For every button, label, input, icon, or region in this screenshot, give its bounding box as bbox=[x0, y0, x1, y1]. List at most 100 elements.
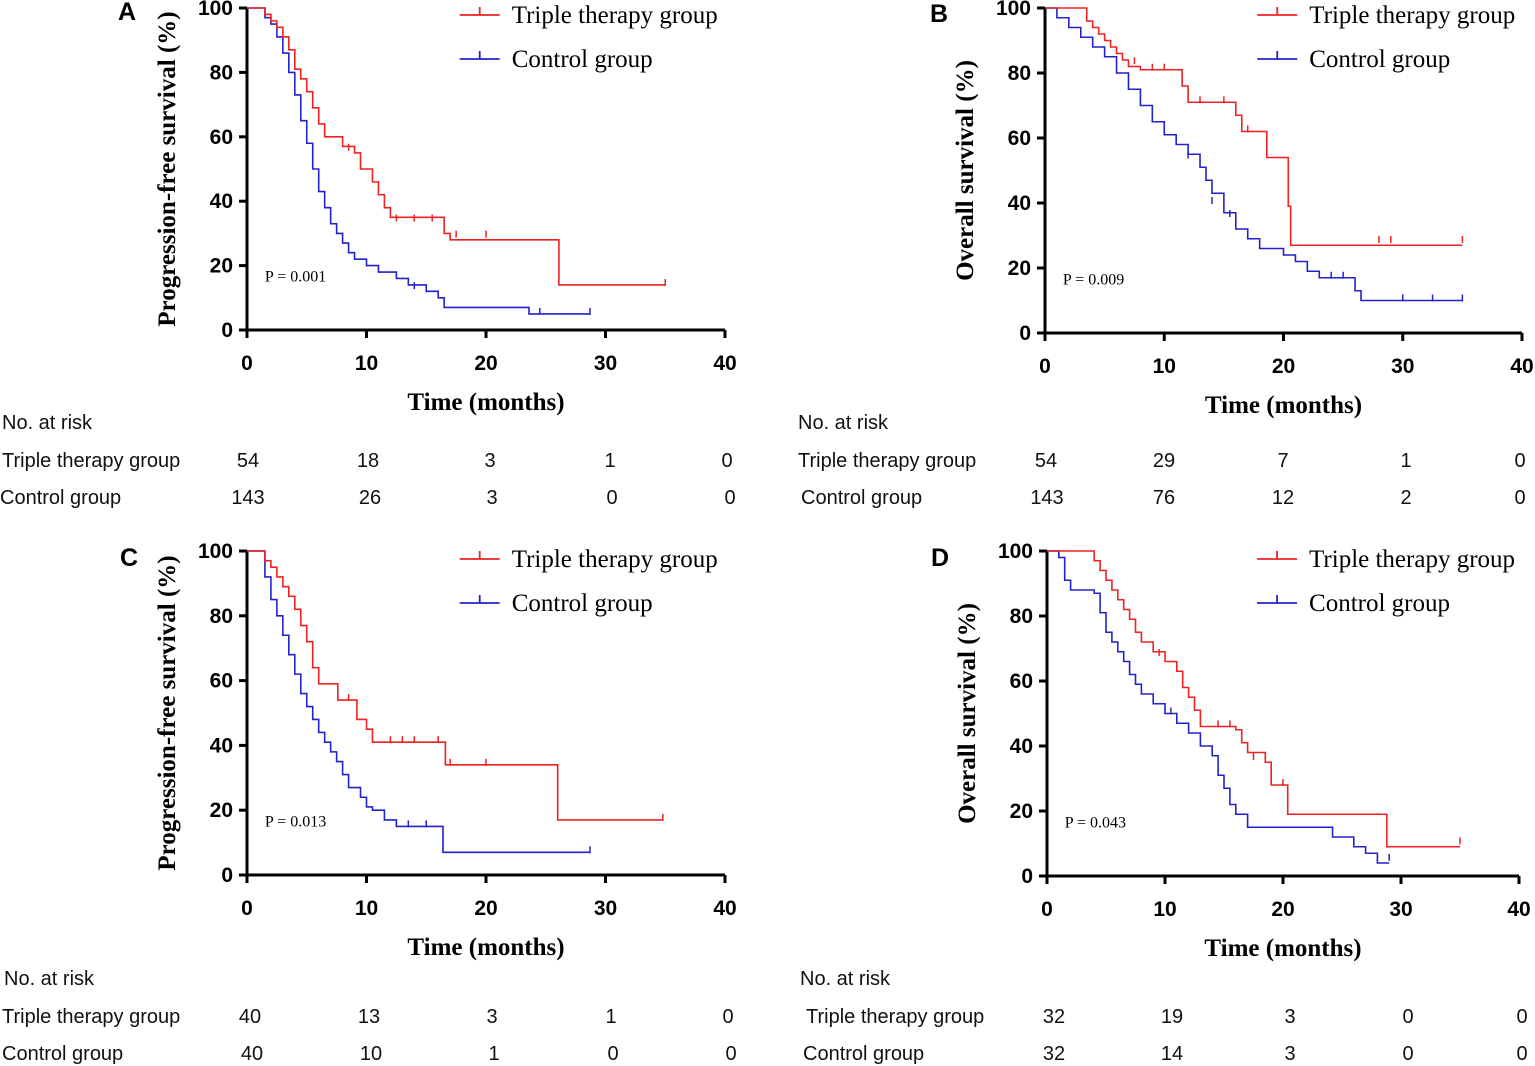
risk-value: 32 bbox=[1042, 1006, 1066, 1028]
x-tick-label: 20 bbox=[1272, 355, 1295, 378]
risk-header: No. at risk bbox=[800, 968, 891, 990]
risk-table-d: No. at risk Triple therapy group 32 19 3… bbox=[798, 968, 1535, 1066]
x-axis-title: Time (months) bbox=[407, 389, 564, 416]
risk-value: 13 bbox=[357, 1006, 381, 1028]
x-tick-label: 20 bbox=[474, 352, 497, 375]
x-axis-title: Time (months) bbox=[1204, 935, 1361, 962]
y-tick-label: 100 bbox=[198, 540, 233, 563]
risk-value: 0 bbox=[724, 487, 736, 509]
risk-value: 0 bbox=[1402, 1006, 1414, 1028]
risk-value: 0 bbox=[725, 1043, 737, 1065]
risk-value: 76 bbox=[1152, 487, 1176, 509]
x-tick-label: 0 bbox=[1041, 898, 1053, 921]
risk-value: 40 bbox=[238, 1006, 262, 1028]
legend-label-control: Control group bbox=[1309, 46, 1450, 73]
risk-value: 0 bbox=[1516, 1006, 1528, 1028]
y-tick-label: 0 bbox=[221, 319, 233, 342]
survival-curve-triple bbox=[247, 7, 666, 286]
chart-panel-d: 0 20 40 60 80 100 0 10 20 30 40 Time (months) Overal… bbox=[931, 540, 1531, 962]
y-tick-label: 60 bbox=[210, 670, 233, 693]
x-tick-label: 40 bbox=[1507, 898, 1530, 921]
y-tick-label: 60 bbox=[1010, 670, 1033, 693]
y-tick-label: 20 bbox=[1008, 257, 1031, 280]
risk-value: 3 bbox=[486, 487, 498, 509]
risk-value: 2 bbox=[1400, 487, 1412, 509]
risk-value: 0 bbox=[1402, 1043, 1414, 1065]
risk-value: 26 bbox=[358, 487, 382, 509]
y-tick-label: 80 bbox=[1008, 62, 1031, 85]
x-tick-label: 30 bbox=[1389, 898, 1412, 921]
y-tick-label: 80 bbox=[1010, 605, 1033, 628]
risk-value: 0 bbox=[1516, 1043, 1528, 1065]
y-tick-label: 40 bbox=[210, 190, 233, 213]
chart-panel-b: 0 20 40 60 80 100 0 10 20 30 40 Time (months) Overal… bbox=[0, 0, 1535, 420]
risk-value: 3 bbox=[1284, 1006, 1296, 1028]
risk-row-label: Control group bbox=[2, 1043, 124, 1065]
risk-table-c: No. at risk Triple therapy group 40 13 3… bbox=[0, 968, 767, 1066]
risk-value: 7 bbox=[1277, 450, 1289, 472]
y-tick-label: 20 bbox=[210, 255, 233, 278]
risk-value: 0 bbox=[607, 1043, 619, 1065]
risk-value: 54 bbox=[1034, 450, 1058, 472]
risk-value: 54 bbox=[236, 450, 260, 472]
risk-value: 0 bbox=[606, 487, 618, 509]
survival-curve-control bbox=[1045, 7, 1463, 302]
risk-row-label: Control group bbox=[801, 487, 923, 509]
p-value: P = 0.043 bbox=[1065, 814, 1126, 831]
risk-table-a: No. at risk Triple therapy group 54 18 3… bbox=[0, 412, 767, 512]
km-chart-c: 0 20 40 60 80 100 0 10 20 30 40 Time (months) Progre… bbox=[120, 540, 737, 961]
risk-value: 0 bbox=[721, 450, 733, 472]
y-tick-label: 40 bbox=[1008, 192, 1031, 215]
x-tick-label: 20 bbox=[1271, 898, 1294, 921]
x-tick-label: 30 bbox=[594, 897, 617, 920]
risk-value: 3 bbox=[486, 1006, 498, 1028]
p-value: P = 0.009 bbox=[1063, 271, 1124, 288]
survival-curve-control bbox=[1047, 550, 1390, 864]
y-axis-title: Overall survival (%) bbox=[954, 603, 981, 824]
x-tick-label: 30 bbox=[594, 352, 617, 375]
risk-table-b: No. at risk Triple therapy group 54 29 7… bbox=[796, 412, 1535, 512]
y-tick-label: 80 bbox=[210, 61, 233, 84]
risk-row-label: Triple therapy group bbox=[798, 450, 977, 472]
x-tick-label: 40 bbox=[713, 352, 736, 375]
p-value: P = 0.001 bbox=[265, 269, 326, 286]
x-axis-title: Time (months) bbox=[407, 934, 564, 961]
legend-label-triple: Triple therapy group bbox=[1309, 546, 1515, 573]
legend-label-triple: Triple therapy group bbox=[512, 546, 718, 573]
risk-header: No. at risk bbox=[2, 412, 93, 434]
risk-value: 1 bbox=[605, 1006, 617, 1028]
risk-value: 18 bbox=[356, 450, 380, 472]
risk-row-label: Triple therapy group bbox=[806, 1006, 985, 1028]
x-tick-label: 10 bbox=[355, 897, 378, 920]
km-chart-a: 0 20 40 60 80 100 0 10 20 30 40 Time (months) Progre… bbox=[118, 0, 737, 416]
legend-label-triple: Triple therapy group bbox=[512, 2, 718, 29]
risk-header: No. at risk bbox=[4, 968, 95, 990]
risk-value: 10 bbox=[359, 1043, 383, 1065]
x-tick-label: 30 bbox=[1391, 355, 1414, 378]
y-axis-title: Progression-free survival (%) bbox=[154, 11, 181, 326]
risk-header: No. at risk bbox=[798, 412, 889, 434]
survival-curve-triple bbox=[247, 550, 663, 821]
risk-value: 14 bbox=[1160, 1043, 1184, 1065]
y-tick-label: 100 bbox=[996, 0, 1031, 20]
x-tick-label: 40 bbox=[1510, 355, 1533, 378]
risk-value: 143 bbox=[231, 487, 265, 509]
chart-panel-a: 0 20 40 60 80 100 0 10 20 30 40 Time (months) Progre… bbox=[0, 0, 767, 420]
x-tick-label: 20 bbox=[474, 897, 497, 920]
x-tick-label: 0 bbox=[241, 897, 253, 920]
y-tick-label: 0 bbox=[1021, 865, 1033, 888]
panel-letter: D bbox=[931, 544, 949, 572]
risk-value: 0 bbox=[1514, 487, 1526, 509]
risk-row-label: Control group bbox=[0, 487, 122, 509]
risk-value: 19 bbox=[1160, 1006, 1184, 1028]
x-tick-label: 40 bbox=[713, 897, 736, 920]
panel-letter: B bbox=[930, 0, 948, 28]
y-tick-label: 20 bbox=[1010, 800, 1033, 823]
risk-value: 0 bbox=[722, 1006, 734, 1028]
km-chart-d: 0 20 40 60 80 100 0 10 20 30 40 Time (months) Overal… bbox=[931, 540, 1531, 962]
legend-label-control: Control group bbox=[512, 46, 653, 73]
chart-panel-c: 0 20 40 60 80 100 0 10 20 30 40 Time (months) Progre… bbox=[0, 0, 767, 970]
risk-value: 12 bbox=[1271, 487, 1295, 509]
legend-label-control: Control group bbox=[1309, 590, 1450, 617]
x-tick-label: 10 bbox=[1153, 898, 1176, 921]
